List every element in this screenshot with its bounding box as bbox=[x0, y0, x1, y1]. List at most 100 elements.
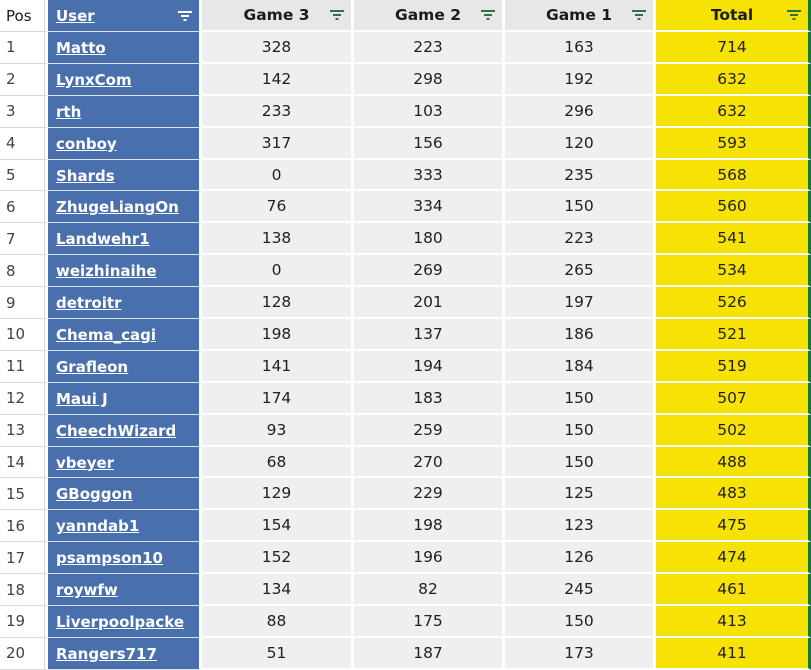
user-link[interactable]: Matto bbox=[56, 38, 106, 57]
game2-cell[interactable]: 270 bbox=[354, 446, 505, 479]
game2-cell[interactable]: 229 bbox=[354, 478, 505, 511]
total-cell[interactable]: 502 bbox=[656, 414, 811, 447]
total-cell[interactable]: 483 bbox=[656, 478, 811, 511]
game1-cell[interactable]: 150 bbox=[505, 191, 656, 224]
game2-cell[interactable]: 82 bbox=[354, 574, 505, 607]
game3-cell[interactable]: 233 bbox=[202, 95, 354, 128]
filter-icon[interactable] bbox=[177, 10, 193, 22]
pos-cell[interactable]: 1 bbox=[0, 32, 48, 64]
filter-icon[interactable] bbox=[329, 9, 345, 21]
pos-cell[interactable]: 19 bbox=[0, 606, 48, 638]
game1-cell[interactable]: 150 bbox=[505, 446, 656, 479]
game2-cell[interactable]: 194 bbox=[354, 350, 505, 383]
game3-cell[interactable]: 0 bbox=[202, 159, 354, 192]
user-link[interactable]: weizhinaihe bbox=[56, 262, 157, 281]
pos-cell[interactable]: 6 bbox=[0, 191, 48, 224]
game1-cell[interactable]: 123 bbox=[505, 510, 656, 543]
user-link[interactable]: Liverpoolpacke bbox=[56, 612, 185, 631]
game2-cell[interactable]: 187 bbox=[354, 637, 505, 670]
game3-cell[interactable]: 138 bbox=[202, 223, 354, 256]
user-link[interactable]: psampson10 bbox=[56, 549, 163, 568]
filter-icon[interactable] bbox=[631, 9, 647, 21]
game2-cell[interactable]: 201 bbox=[354, 287, 505, 320]
game2-cell[interactable]: 198 bbox=[354, 510, 505, 543]
total-cell[interactable]: 507 bbox=[656, 382, 811, 415]
user-cell[interactable]: Landwehr1 bbox=[48, 223, 202, 256]
user-cell[interactable]: psampson10 bbox=[48, 542, 202, 575]
total-cell[interactable]: 461 bbox=[656, 574, 811, 607]
game3-cell[interactable]: 142 bbox=[202, 63, 354, 96]
total-cell[interactable]: 488 bbox=[656, 446, 811, 479]
game1-cell[interactable]: 192 bbox=[505, 63, 656, 96]
user-link[interactable]: Shards bbox=[56, 166, 115, 185]
user-link[interactable]: conboy bbox=[56, 134, 117, 153]
game1-cell[interactable]: 296 bbox=[505, 95, 656, 128]
game2-cell[interactable]: 175 bbox=[354, 606, 505, 638]
total-cell[interactable]: 519 bbox=[656, 350, 811, 383]
total-cell[interactable]: 541 bbox=[656, 223, 811, 256]
total-cell[interactable]: 534 bbox=[656, 255, 811, 288]
pos-cell[interactable]: 14 bbox=[0, 446, 48, 479]
user-cell[interactable]: Matto bbox=[48, 32, 202, 64]
user-link[interactable]: Landwehr1 bbox=[56, 230, 150, 249]
pos-cell[interactable]: 5 bbox=[0, 159, 48, 192]
user-link[interactable]: detroitr bbox=[56, 294, 122, 313]
pos-cell[interactable]: 3 bbox=[0, 95, 48, 128]
game3-cell[interactable]: 93 bbox=[202, 414, 354, 447]
game3-cell[interactable]: 88 bbox=[202, 606, 354, 638]
game1-cell[interactable]: 150 bbox=[505, 382, 656, 415]
user-link[interactable]: yanndab1 bbox=[56, 517, 140, 536]
game3-cell[interactable]: 174 bbox=[202, 382, 354, 415]
game3-cell[interactable]: 134 bbox=[202, 574, 354, 607]
user-cell[interactable]: Grafleon bbox=[48, 350, 202, 383]
game3-cell[interactable]: 152 bbox=[202, 542, 354, 575]
game3-cell[interactable]: 51 bbox=[202, 637, 354, 670]
game2-cell[interactable]: 180 bbox=[354, 223, 505, 256]
pos-cell[interactable]: 15 bbox=[0, 478, 48, 511]
game1-cell[interactable]: 197 bbox=[505, 287, 656, 320]
game3-cell[interactable]: 76 bbox=[202, 191, 354, 224]
filter-icon[interactable] bbox=[480, 9, 496, 21]
game1-cell[interactable]: 150 bbox=[505, 606, 656, 638]
pos-cell[interactable]: 9 bbox=[0, 287, 48, 320]
user-link[interactable]: Rangers717 bbox=[56, 644, 157, 663]
user-cell[interactable]: conboy bbox=[48, 127, 202, 160]
user-cell[interactable]: Maui J bbox=[48, 382, 202, 415]
user-cell[interactable]: detroitr bbox=[48, 287, 202, 320]
game3-cell[interactable]: 128 bbox=[202, 287, 354, 320]
total-cell[interactable]: 526 bbox=[656, 287, 811, 320]
user-link[interactable]: roywfw bbox=[56, 581, 118, 600]
total-cell[interactable]: 632 bbox=[656, 63, 811, 96]
game3-cell[interactable]: 141 bbox=[202, 350, 354, 383]
user-link[interactable]: Maui J bbox=[56, 389, 108, 408]
game2-cell[interactable]: 223 bbox=[354, 32, 505, 64]
pos-cell[interactable]: 10 bbox=[0, 319, 48, 351]
game2-cell[interactable]: 333 bbox=[354, 159, 505, 192]
user-cell[interactable]: Shards bbox=[48, 159, 202, 192]
total-cell[interactable]: 411 bbox=[656, 637, 811, 670]
total-cell[interactable]: 568 bbox=[656, 159, 811, 192]
user-cell[interactable]: yanndab1 bbox=[48, 510, 202, 543]
game2-cell[interactable]: 183 bbox=[354, 382, 505, 415]
total-cell[interactable]: 593 bbox=[656, 127, 811, 160]
user-cell[interactable]: Rangers717 bbox=[48, 637, 202, 670]
game3-cell[interactable]: 198 bbox=[202, 319, 354, 351]
user-cell[interactable]: roywfw bbox=[48, 574, 202, 607]
game1-cell[interactable]: 150 bbox=[505, 414, 656, 447]
game3-cell[interactable]: 154 bbox=[202, 510, 354, 543]
game2-cell[interactable]: 298 bbox=[354, 63, 505, 96]
game3-cell[interactable]: 68 bbox=[202, 446, 354, 479]
game1-cell[interactable]: 235 bbox=[505, 159, 656, 192]
pos-cell[interactable]: 17 bbox=[0, 542, 48, 575]
pos-cell[interactable]: 16 bbox=[0, 510, 48, 543]
game1-cell[interactable]: 223 bbox=[505, 223, 656, 256]
user-cell[interactable]: GBoggon bbox=[48, 478, 202, 511]
game1-cell[interactable]: 120 bbox=[505, 127, 656, 160]
game2-cell[interactable]: 334 bbox=[354, 191, 505, 224]
pos-cell[interactable]: 2 bbox=[0, 63, 48, 96]
game3-cell[interactable]: 317 bbox=[202, 127, 354, 160]
game1-cell[interactable]: 186 bbox=[505, 319, 656, 351]
user-cell[interactable]: rth bbox=[48, 95, 202, 128]
pos-cell[interactable]: 18 bbox=[0, 574, 48, 607]
game1-cell[interactable]: 163 bbox=[505, 32, 656, 64]
